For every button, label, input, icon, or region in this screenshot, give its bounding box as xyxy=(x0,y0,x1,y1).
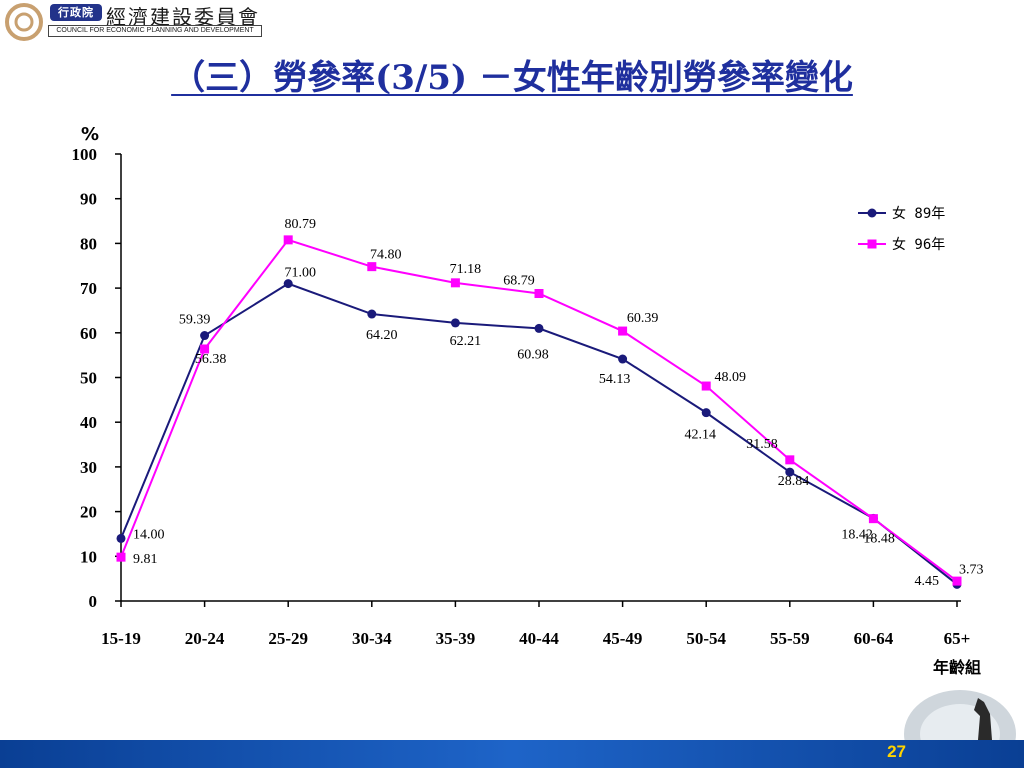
y-tick-label: 80 xyxy=(80,234,97,253)
data-label-96: 48.09 xyxy=(714,370,746,385)
x-tick-label: 55-59 xyxy=(770,629,810,648)
y-tick-label: 30 xyxy=(80,458,97,477)
data-point-89 xyxy=(116,533,126,543)
data-label-96: 4.45 xyxy=(915,574,940,589)
data-point-96 xyxy=(283,235,293,245)
legend-marker xyxy=(867,208,877,218)
slide-title: （三）勞參率(3/5) －女性年齡別勞參率變化 xyxy=(0,50,1024,99)
data-label-89: 64.20 xyxy=(366,328,398,343)
data-label-89: 18.48 xyxy=(863,531,895,546)
y-axis-unit-label: % xyxy=(81,124,99,145)
x-tick-label: 45-49 xyxy=(603,629,643,648)
data-label-96: 80.79 xyxy=(284,217,316,232)
y-tick-label: 10 xyxy=(80,547,97,566)
x-tick-label: 40-44 xyxy=(519,629,559,648)
data-point-96 xyxy=(952,576,962,586)
data-point-89 xyxy=(450,318,460,328)
legend-label: 女 96年 xyxy=(892,236,945,253)
line-chart: 0 10 20 30 40 50 60 70 80 90 100% 15-19 20-24 25-29 30… xyxy=(72,124,984,677)
slide-title-text: （三）勞參率(3/5) －女性年齡別勞參率變化 xyxy=(171,58,853,98)
data-point-96 xyxy=(534,289,544,299)
x-tick-label: 50-54 xyxy=(686,629,726,648)
data-label-96: 56.38 xyxy=(195,352,227,367)
data-label-89: 71.00 xyxy=(284,266,316,281)
data-point-96 xyxy=(200,344,210,354)
x-tick-label: 20-24 xyxy=(185,629,225,648)
data-point-96 xyxy=(785,455,795,465)
data-label-89: 3.73 xyxy=(959,562,984,577)
data-point-89 xyxy=(785,467,795,477)
data-label-89: 42.14 xyxy=(684,428,716,443)
x-tick-label: 60-64 xyxy=(854,629,894,648)
data-point-96 xyxy=(116,552,126,562)
data-label-96: 31.58 xyxy=(746,437,778,452)
y-tick-label: 60 xyxy=(80,324,97,343)
corner-decoration-icon xyxy=(904,690,1016,740)
x-tick-label: 30-34 xyxy=(352,629,392,648)
data-label-96: 18.42 xyxy=(841,528,873,543)
data-label-96: 74.80 xyxy=(370,248,402,263)
data-point-89 xyxy=(701,408,711,418)
y-tick-label: 100 xyxy=(72,145,98,164)
data-label-96: 68.79 xyxy=(503,274,535,289)
data-point-96 xyxy=(450,278,460,288)
council-logo: 行政院 經濟建設委員會 COUNCIL FOR ECONOMIC PLANNIN… xyxy=(0,0,262,44)
logo-badge: 行政院 xyxy=(50,4,102,21)
data-point-89 xyxy=(618,354,628,364)
data-point-89 xyxy=(367,309,377,319)
data-label-96: 71.18 xyxy=(450,262,482,277)
x-tick-label: 15-19 xyxy=(101,629,141,648)
data-point-89 xyxy=(200,331,210,341)
y-tick-label: 40 xyxy=(80,413,97,432)
data-point-89 xyxy=(534,323,544,333)
data-point-96 xyxy=(367,262,377,272)
data-label-89: 28.84 xyxy=(778,474,810,489)
x-axis-title: 年齡組 xyxy=(933,658,981,677)
y-tick-label: 20 xyxy=(80,503,97,522)
logo-org-english: COUNCIL FOR ECONOMIC PLANNING AND DEVELO… xyxy=(48,25,262,37)
data-label-89: 62.21 xyxy=(450,334,482,349)
x-tick-label: 35-39 xyxy=(436,629,476,648)
y-tick-label: 70 xyxy=(80,279,97,298)
y-tick-label: 90 xyxy=(80,190,97,209)
data-label-89: 60.98 xyxy=(517,347,549,362)
footer-bar: 27 xyxy=(0,740,1024,768)
data-label-89: 59.39 xyxy=(179,313,211,328)
y-tick-label: 0 xyxy=(89,592,98,611)
data-point-96 xyxy=(868,514,878,524)
x-tick-label: 25-29 xyxy=(268,629,308,648)
data-label-89: 14.00 xyxy=(133,527,165,542)
legend-marker xyxy=(867,239,877,249)
data-point-96 xyxy=(618,326,628,336)
data-label-96: 9.81 xyxy=(133,552,158,567)
data-point-89 xyxy=(283,279,293,289)
x-tick-label: 65+ xyxy=(944,629,971,648)
data-point-96 xyxy=(701,381,711,391)
data-label-89: 54.13 xyxy=(599,372,631,387)
legend-label: 女 89年 xyxy=(892,205,945,222)
data-label-96: 60.39 xyxy=(627,311,659,326)
y-tick-label: 50 xyxy=(80,369,97,388)
logo-emblem-icon xyxy=(5,3,43,41)
page-number: 27 xyxy=(887,742,906,761)
